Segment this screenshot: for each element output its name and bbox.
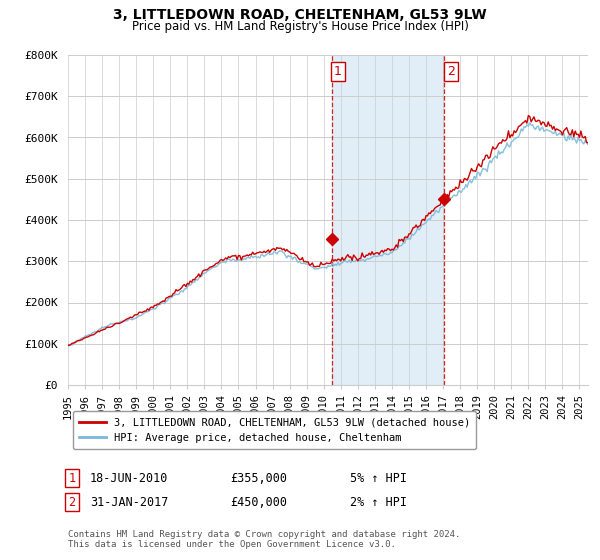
Text: 5% ↑ HPI: 5% ↑ HPI: [350, 472, 407, 484]
Text: 1: 1: [68, 472, 76, 484]
Text: £450,000: £450,000: [230, 496, 287, 508]
Text: 31-JAN-2017: 31-JAN-2017: [90, 496, 169, 508]
Text: Contains HM Land Registry data © Crown copyright and database right 2024.
This d: Contains HM Land Registry data © Crown c…: [68, 530, 460, 549]
Text: £355,000: £355,000: [230, 472, 287, 484]
Text: 2% ↑ HPI: 2% ↑ HPI: [350, 496, 407, 508]
Legend: 3, LITTLEDOWN ROAD, CHELTENHAM, GL53 9LW (detached house), HPI: Average price, d: 3, LITTLEDOWN ROAD, CHELTENHAM, GL53 9LW…: [73, 411, 476, 449]
Text: 3, LITTLEDOWN ROAD, CHELTENHAM, GL53 9LW: 3, LITTLEDOWN ROAD, CHELTENHAM, GL53 9LW: [113, 8, 487, 22]
Text: Price paid vs. HM Land Registry's House Price Index (HPI): Price paid vs. HM Land Registry's House …: [131, 20, 469, 32]
Text: 2: 2: [447, 65, 455, 78]
Text: 18-JUN-2010: 18-JUN-2010: [90, 472, 169, 484]
Text: 2: 2: [68, 496, 76, 508]
Text: 1: 1: [334, 65, 342, 78]
